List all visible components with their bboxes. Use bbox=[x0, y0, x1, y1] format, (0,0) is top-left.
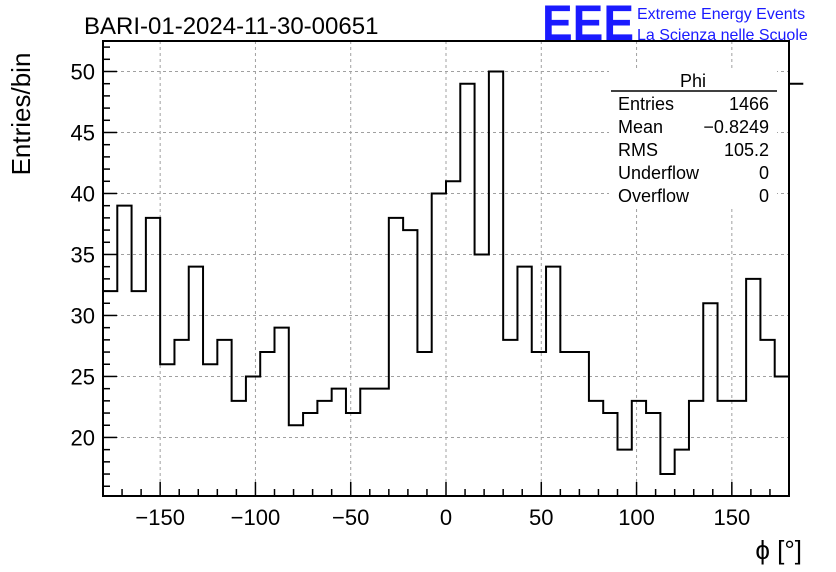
stats-value: 0 bbox=[759, 163, 769, 183]
stats-rows: Entries 1466 Mean −0.8249 RMS 105.2 Underflow 0… bbox=[618, 94, 769, 206]
histogram-bin bbox=[174, 340, 188, 496]
x-axis-title: ϕ [°] bbox=[755, 535, 802, 565]
histogram-bin bbox=[260, 352, 274, 496]
histogram-bin bbox=[232, 401, 246, 496]
x-tick-label: 100 bbox=[618, 505, 655, 530]
histogram-bin bbox=[646, 413, 660, 496]
histogram-line bbox=[103, 70, 804, 476]
histogram-bin bbox=[718, 401, 732, 496]
y-tick-label: 40 bbox=[71, 181, 95, 206]
stats-box-background bbox=[609, 70, 777, 206]
histogram-bin bbox=[660, 474, 674, 496]
histogram-bin bbox=[689, 401, 703, 496]
histogram-bin bbox=[246, 376, 260, 496]
x-tick-label: −100 bbox=[231, 505, 281, 530]
x-tick-label: 150 bbox=[713, 505, 750, 530]
stats-value: 0 bbox=[759, 186, 769, 206]
histogram-bin bbox=[603, 413, 617, 496]
y-tick-label: 20 bbox=[71, 425, 95, 450]
histogram-bin bbox=[517, 267, 531, 496]
x-axis: −150 −100 −50 0 50 100 150 bbox=[121, 482, 771, 530]
histogram-bin bbox=[103, 291, 117, 496]
histogram-bin bbox=[160, 364, 174, 496]
stats-value: 105.2 bbox=[724, 140, 769, 160]
histogram-bin bbox=[303, 413, 317, 496]
stats-name: Phi bbox=[680, 71, 706, 91]
histogram-bin bbox=[503, 340, 517, 496]
stats-value: −0.8249 bbox=[703, 117, 769, 137]
histogram-bin bbox=[546, 267, 560, 496]
histogram-bin bbox=[346, 413, 360, 496]
histogram-bin bbox=[389, 218, 403, 496]
stats-value: 1466 bbox=[729, 94, 769, 114]
logo-mark: EEE bbox=[542, 0, 634, 51]
histogram-bin bbox=[789, 84, 803, 496]
histogram-bin bbox=[217, 340, 231, 496]
histogram-bin bbox=[289, 425, 303, 496]
x-tick-label: 50 bbox=[529, 505, 553, 530]
histogram-bin bbox=[417, 352, 431, 496]
histogram-bin bbox=[475, 254, 489, 496]
eee-logo: EEE Extreme Energy Events La Scienza nel… bbox=[542, 0, 808, 51]
histogram-bin bbox=[703, 303, 717, 496]
histogram-bin bbox=[132, 291, 146, 496]
histogram-bin bbox=[360, 389, 374, 496]
x-tick-label: −50 bbox=[332, 505, 369, 530]
histogram-bin bbox=[317, 401, 331, 496]
histogram-bin bbox=[489, 71, 503, 496]
histogram-bin bbox=[403, 230, 417, 496]
histogram-bin bbox=[746, 279, 760, 496]
y-tick-label: 30 bbox=[71, 303, 95, 328]
histogram-bin bbox=[589, 401, 603, 496]
y-axis-title: Entries/bin bbox=[6, 53, 36, 176]
histogram-bin bbox=[732, 401, 746, 496]
logo-line-1: Extreme Energy Events bbox=[637, 6, 805, 23]
histogram-bin bbox=[675, 450, 689, 496]
histogram-bin bbox=[189, 267, 203, 496]
stats-box: Phi Entries 1466 Mean −0.8249 RMS 105.2 Underf… bbox=[609, 70, 777, 206]
histogram-series bbox=[103, 70, 804, 496]
chart-title: BARI-01-2024-11-30-00651 bbox=[84, 13, 378, 40]
histogram-bin bbox=[532, 352, 546, 496]
histogram-bin bbox=[575, 352, 589, 496]
histogram-bin bbox=[275, 328, 289, 496]
stats-label: Entries bbox=[618, 94, 674, 114]
histogram-bin bbox=[760, 340, 774, 496]
histogram-bin bbox=[332, 389, 346, 496]
y-axis: 20 25 30 35 40 45 50 bbox=[71, 46, 117, 487]
y-tick-label: 25 bbox=[71, 364, 95, 389]
histogram-bin bbox=[446, 181, 460, 496]
histogram-bin bbox=[632, 401, 646, 496]
histogram-bin bbox=[375, 389, 389, 496]
stats-label: RMS bbox=[618, 140, 658, 160]
histogram-bin bbox=[432, 193, 446, 496]
histogram-bin bbox=[560, 352, 574, 496]
histogram-bin bbox=[460, 84, 474, 496]
histogram-bin bbox=[203, 364, 217, 496]
stats-label: Mean bbox=[618, 117, 663, 137]
logo-line-2: La Scienza nelle Scuole bbox=[637, 27, 808, 44]
y-tick-label: 45 bbox=[71, 120, 95, 145]
histogram-bin bbox=[618, 450, 632, 496]
stats-label: Overflow bbox=[618, 186, 690, 206]
x-tick-label: 0 bbox=[440, 505, 452, 530]
x-tick-label: −150 bbox=[135, 505, 185, 530]
histogram-bin bbox=[775, 376, 789, 496]
y-tick-label: 50 bbox=[71, 59, 95, 84]
histogram-bin bbox=[117, 206, 131, 496]
histogram-bin bbox=[146, 218, 160, 496]
y-tick-label: 35 bbox=[71, 242, 95, 267]
stats-label: Underflow bbox=[618, 163, 700, 183]
